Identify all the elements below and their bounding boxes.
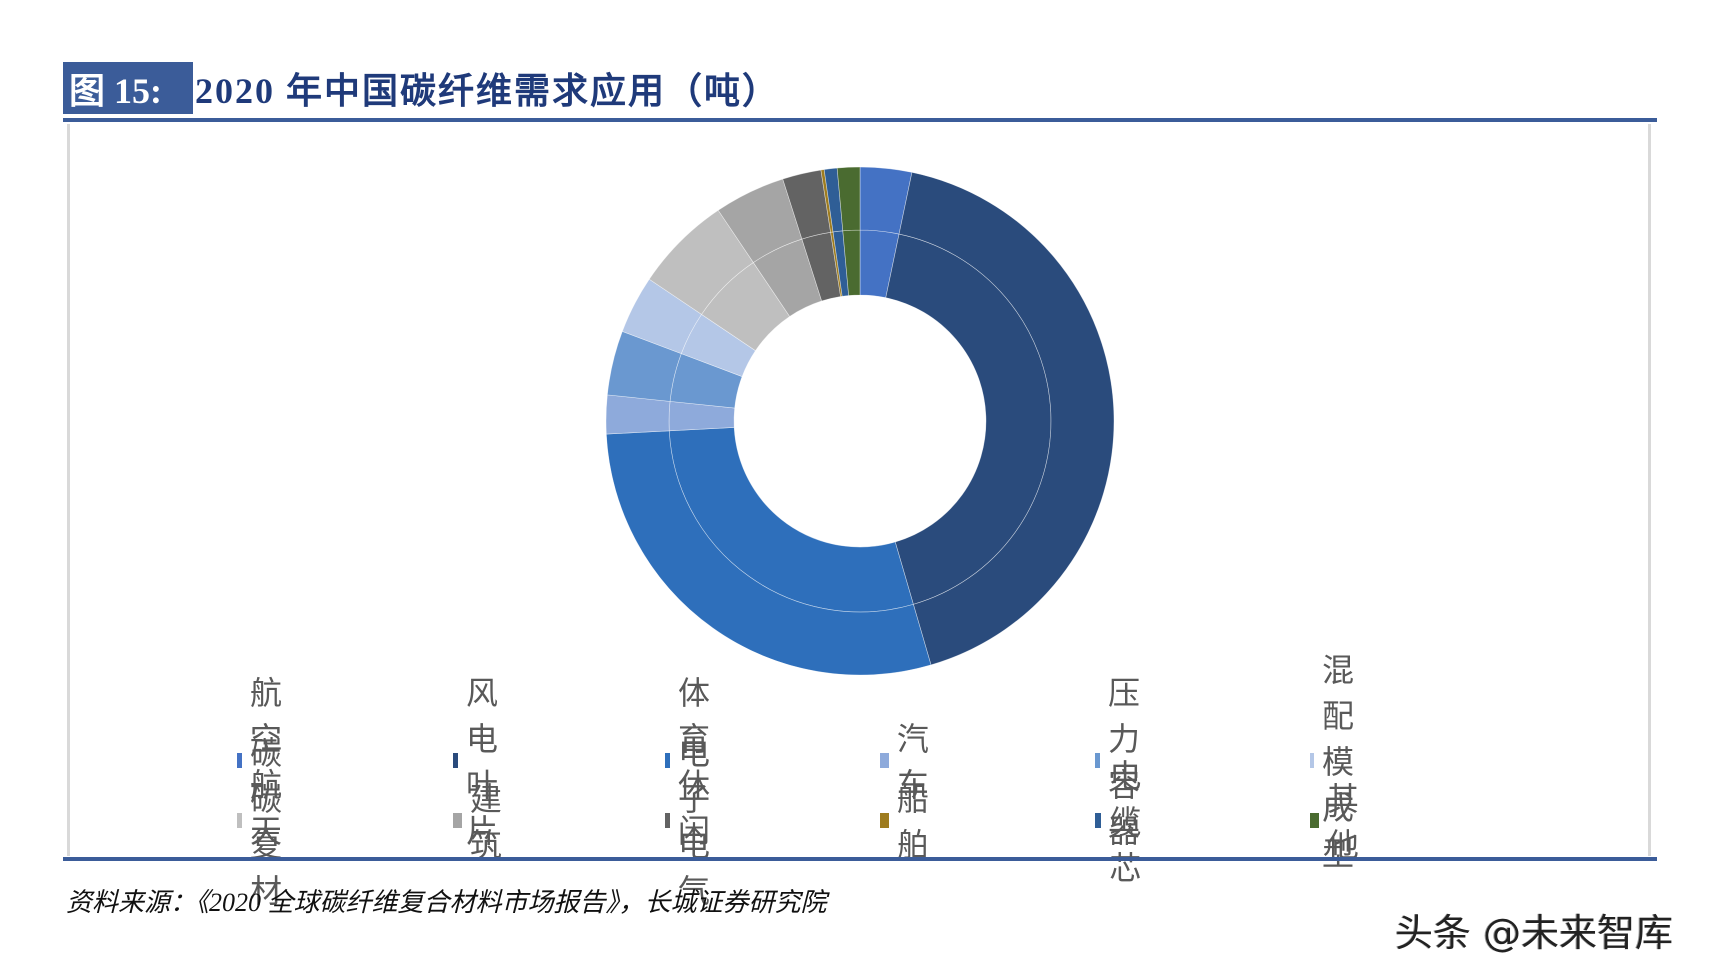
legend-item: 船舶	[880, 780, 935, 864]
legend-label: 电子电气	[677, 734, 710, 910]
legend-swatch-icon	[880, 812, 889, 828]
legend-swatch-icon	[1095, 812, 1102, 828]
watermark: 头条 @未来智库	[1395, 911, 1674, 955]
figure-label: 图 15:	[63, 62, 193, 114]
legend-swatch-icon	[237, 812, 242, 828]
legend-swatch-icon	[237, 752, 242, 768]
legend-swatch-icon	[665, 752, 670, 768]
chart-frame	[67, 124, 1651, 856]
legend-label: 电缆芯	[1109, 757, 1142, 887]
donut-slice-outer	[836, 166, 861, 232]
legend-label: 体育休闲	[677, 674, 710, 850]
legend-swatch-icon	[665, 812, 670, 828]
legend-swatch-icon	[880, 752, 889, 768]
legend-swatch-icon	[453, 812, 462, 828]
donut-slice-outer	[606, 430, 932, 676]
legend-item: 体育休闲	[665, 674, 720, 850]
legend-label: 混配模成型	[1322, 651, 1355, 873]
legend-item: 建筑	[453, 780, 508, 864]
legend-item: 其他	[1310, 780, 1365, 864]
bottom-rule	[63, 857, 1657, 861]
legend-label: 风电叶片	[465, 674, 498, 850]
top-rule	[63, 118, 1657, 122]
legend-swatch-icon	[1310, 812, 1319, 828]
legend-item: 混配模成型	[1310, 651, 1365, 873]
chart-title: 2020 年中国碳纤维需求应用（吨）	[195, 71, 781, 111]
legend-item: 航空航天	[237, 674, 292, 850]
legend-swatch-icon	[1310, 752, 1315, 768]
legend-swatch-icon	[453, 752, 458, 768]
legend-label: 汽车	[896, 720, 929, 804]
legend-item: 风电叶片	[453, 674, 508, 850]
legend-item: 电子电气	[665, 734, 720, 910]
donut-slice-outer	[898, 172, 1115, 666]
legend-label: 船舶	[896, 780, 929, 864]
legend-item: 电缆芯	[1095, 757, 1150, 887]
legend-item: 汽车	[880, 720, 935, 804]
legend-label: 其他	[1326, 780, 1359, 864]
legend-label: 航空航天	[249, 674, 282, 850]
legend-label: 建筑	[469, 780, 502, 864]
legend-item: 碳碳复材	[237, 734, 292, 910]
legend-swatch-icon	[1095, 752, 1100, 768]
source-note: 资料来源：《2020 全球碳纤维复合材料市场报告》，长城证券研究院	[66, 888, 827, 917]
figure-title: 图 15: 2020 年中国碳纤维需求应用（吨）	[63, 62, 780, 114]
legend-label: 压力容器	[1107, 674, 1140, 850]
donut-slice-outer	[605, 394, 671, 435]
legend-item: 压力容器	[1095, 674, 1150, 850]
